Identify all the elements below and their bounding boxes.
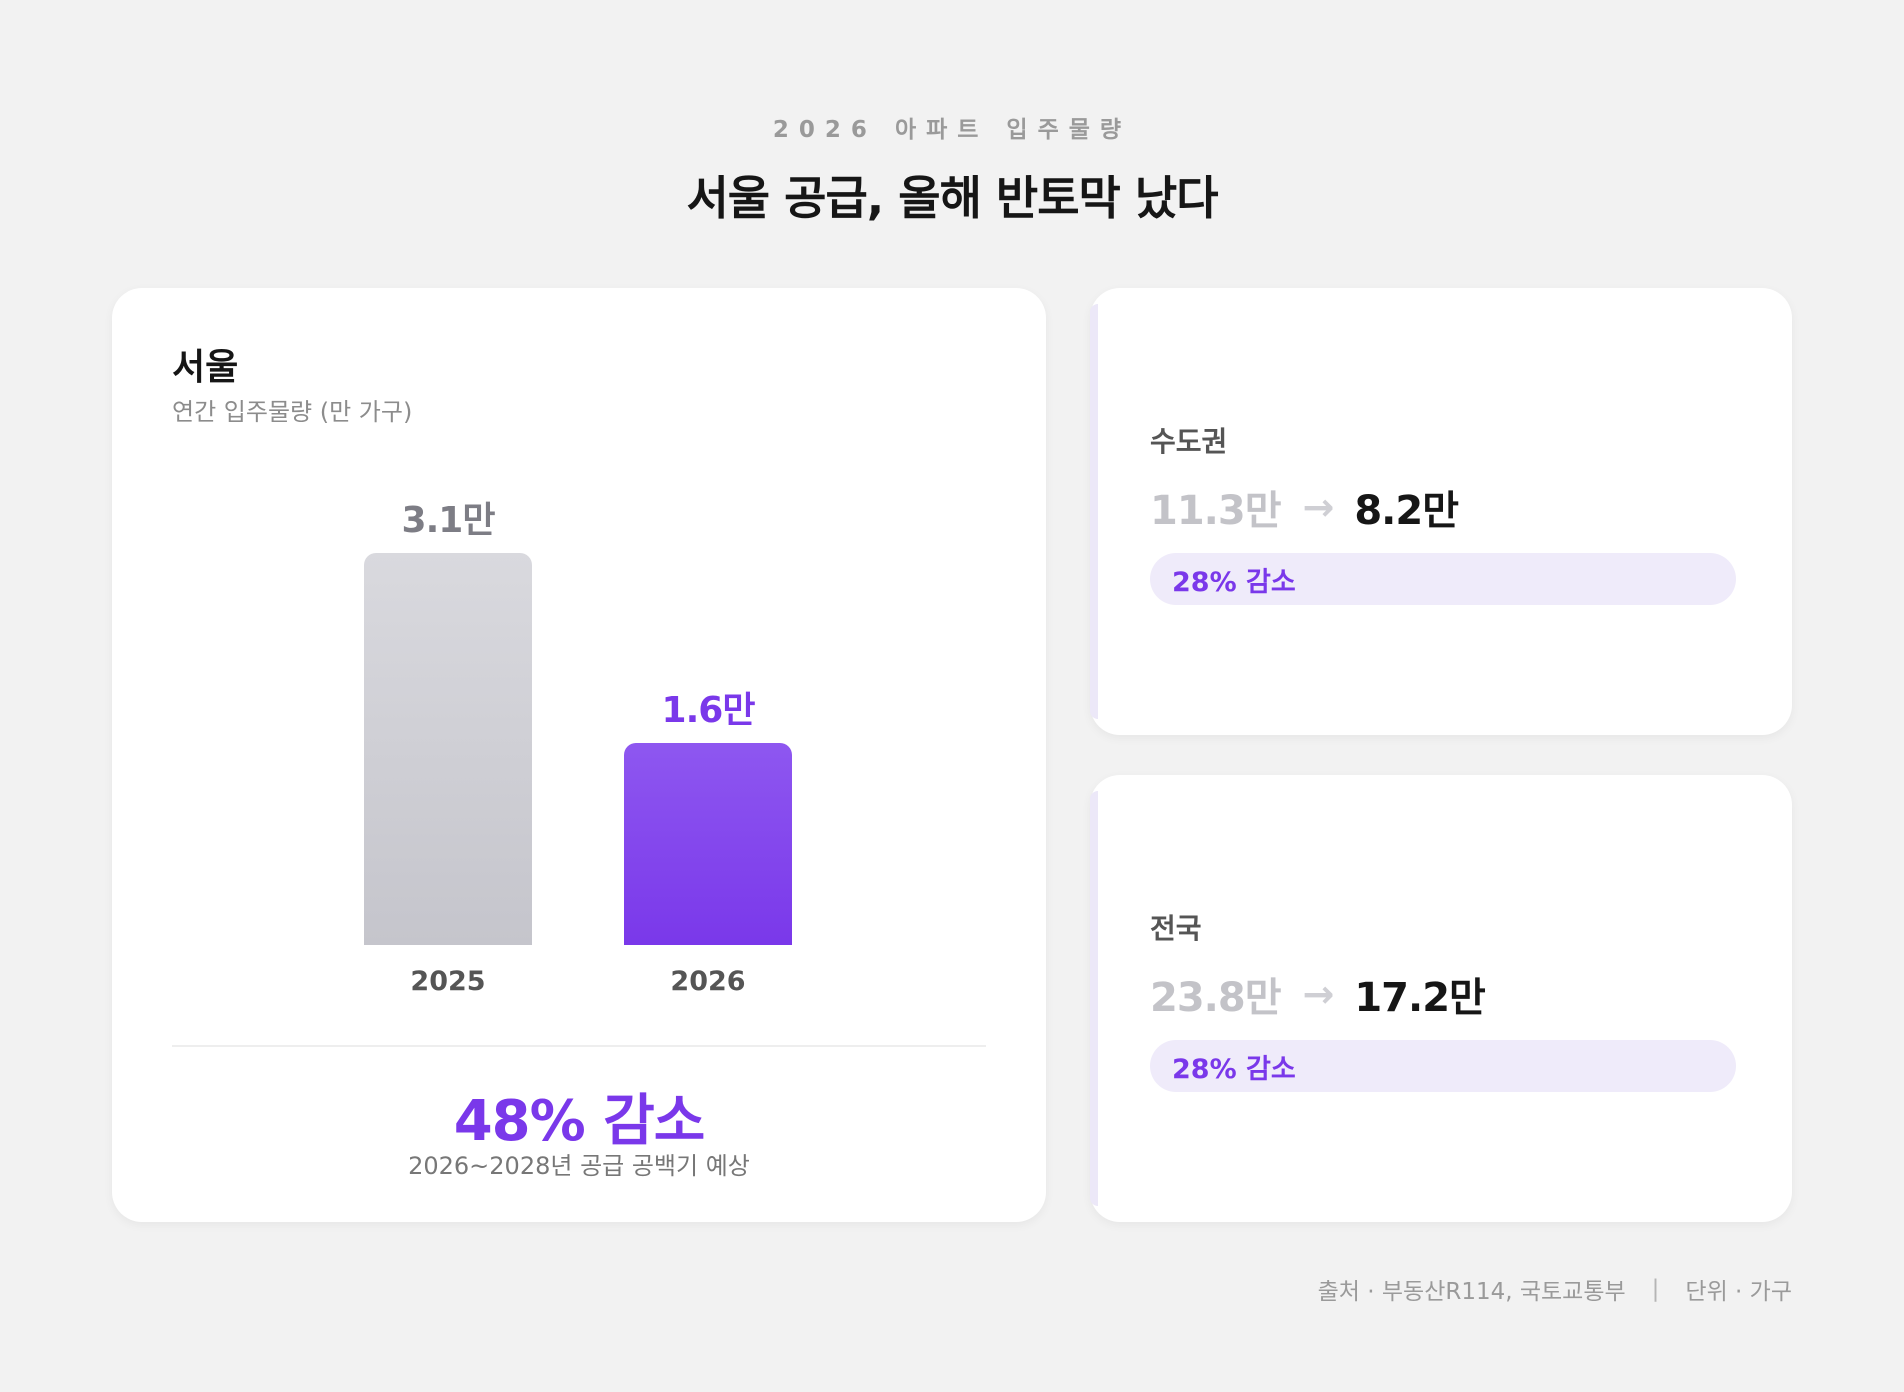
bar-value-label-2025: 3.1만 — [401, 500, 496, 541]
metro-from: 11.3만 — [1150, 488, 1281, 534]
headline: 서울 공급, 올해 반토막 났다 — [686, 171, 1218, 225]
national-from: 23.8만 — [1150, 975, 1281, 1021]
metro-change-badge: 28% 감소 — [1150, 553, 1736, 605]
seoul-card: 서울 연간 입주물량 (만 가구) 48% 감소 2026~2028년 공급 공… — [112, 288, 1046, 1222]
national-card: 전국 23.8만 → 17.2만 28% 감소 — [1090, 775, 1792, 1222]
category-label-2025: 2025 — [410, 966, 486, 997]
arrow-right-icon: → — [1302, 972, 1335, 1016]
seoul-change: 48% 감소 — [453, 1089, 706, 1154]
divider — [172, 1045, 986, 1047]
metro-name: 수도권 — [1150, 425, 1228, 458]
national-name: 전국 — [1150, 912, 1202, 945]
source-text: 출처 · 부동산R114, 국토교통부 — [1317, 1279, 1626, 1305]
seoul-title: 서울 — [172, 347, 239, 388]
kicker: 2026 아파트 입주물량 — [772, 117, 1132, 143]
unit-text: 단위 · 가구 — [1685, 1279, 1792, 1305]
bar-2026 — [624, 743, 792, 945]
bar-value-label-2026: 1.6만 — [661, 690, 756, 731]
footer: 출처 · 부동산R114, 국토교통부 | 단위 · 가구 — [1318, 1272, 1792, 1306]
arrow-right-icon: → — [1302, 485, 1335, 529]
metro-values: 11.3만 → 8.2만 — [1150, 478, 1459, 536]
footer-separator: | — [1651, 1276, 1660, 1302]
metro-card: 수도권 11.3만 → 8.2만 28% 감소 — [1090, 288, 1792, 735]
seoul-note: 2026~2028년 공급 공백기 예상 — [408, 1152, 750, 1180]
national-change-badge: 28% 감소 — [1150, 1040, 1736, 1092]
national-values: 23.8만 → 17.2만 — [1150, 965, 1486, 1023]
metro-to: 8.2만 — [1354, 488, 1459, 534]
national-to: 17.2만 — [1354, 975, 1485, 1021]
bar-2025 — [364, 553, 532, 945]
seoul-subtitle: 연간 입주물량 (만 가구) — [172, 398, 413, 426]
category-label-2026: 2026 — [670, 966, 746, 997]
